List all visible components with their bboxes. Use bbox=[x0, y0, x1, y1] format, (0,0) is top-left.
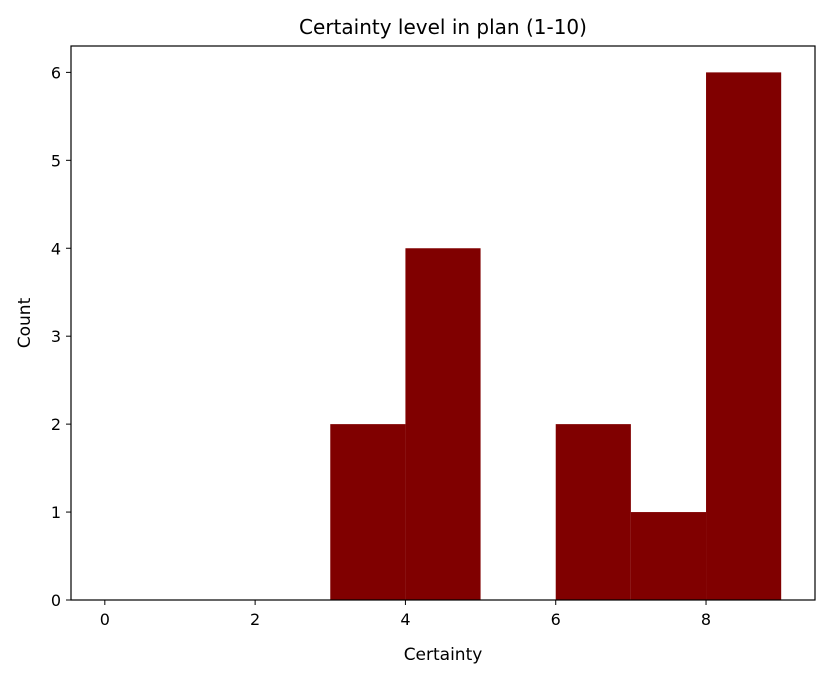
histogram-bar-8 bbox=[706, 72, 782, 600]
x-tick-label-4: 8 bbox=[701, 610, 711, 629]
axis-ticks: 0 2 4 6 8 0 1 2 3 4 5 6 bbox=[51, 63, 711, 629]
y-tick-label-0: 0 bbox=[51, 591, 61, 610]
bars bbox=[330, 72, 782, 600]
chart-title: Certainty level in plan (1-10) bbox=[299, 15, 587, 39]
histogram-bar-3 bbox=[330, 424, 406, 600]
y-tick-label-3: 3 bbox=[51, 327, 61, 346]
y-axis-label: Count bbox=[15, 297, 35, 348]
x-axis-label: Certainty bbox=[404, 645, 483, 665]
x-tick-label-1: 2 bbox=[250, 610, 260, 629]
plot-frame bbox=[70, 45, 816, 601]
x-tick-label-0: 0 bbox=[100, 610, 110, 629]
histogram-bar-6 bbox=[555, 424, 631, 600]
y-tick-label-2: 2 bbox=[51, 415, 61, 434]
y-tick-label-6: 6 bbox=[51, 63, 61, 82]
x-tick-label-3: 6 bbox=[551, 610, 561, 629]
y-tick-label-1: 1 bbox=[51, 503, 61, 522]
x-tick-label-2: 4 bbox=[400, 610, 410, 629]
y-tick-label-4: 4 bbox=[51, 239, 61, 258]
y-tick-label-5: 5 bbox=[51, 151, 61, 170]
histogram-bar-4 bbox=[405, 248, 481, 600]
histogram-bar-7 bbox=[630, 512, 707, 600]
